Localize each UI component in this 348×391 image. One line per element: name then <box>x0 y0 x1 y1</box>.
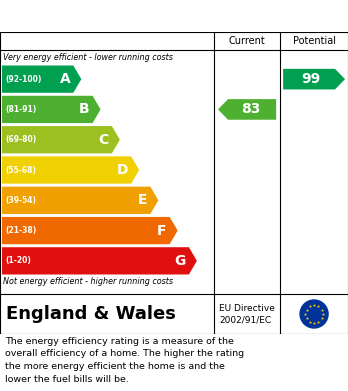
Text: England & Wales: England & Wales <box>6 305 176 323</box>
Text: (1-20): (1-20) <box>5 256 31 265</box>
Polygon shape <box>218 99 276 120</box>
Circle shape <box>300 300 328 328</box>
Polygon shape <box>2 187 158 214</box>
Text: Potential: Potential <box>293 36 335 46</box>
Text: The energy efficiency rating is a measure of the
overall efficiency of a home. T: The energy efficiency rating is a measur… <box>5 337 244 384</box>
Text: (92-100): (92-100) <box>5 75 41 84</box>
Text: EU Directive
2002/91/EC: EU Directive 2002/91/EC <box>219 303 275 325</box>
Polygon shape <box>283 69 345 90</box>
Text: Energy Efficiency Rating: Energy Efficiency Rating <box>10 9 213 23</box>
Text: (81-91): (81-91) <box>5 105 36 114</box>
Text: C: C <box>98 133 109 147</box>
Text: (21-38): (21-38) <box>5 226 36 235</box>
Text: A: A <box>60 72 70 86</box>
Text: E: E <box>138 193 147 207</box>
Text: Very energy efficient - lower running costs: Very energy efficient - lower running co… <box>3 53 173 62</box>
Polygon shape <box>2 96 101 123</box>
Text: Not energy efficient - higher running costs: Not energy efficient - higher running co… <box>3 277 173 286</box>
Text: D: D <box>117 163 128 177</box>
Text: (55-68): (55-68) <box>5 165 36 174</box>
Text: G: G <box>175 254 186 268</box>
Polygon shape <box>2 247 197 274</box>
Text: F: F <box>157 224 167 238</box>
Polygon shape <box>2 66 81 93</box>
Text: (39-54): (39-54) <box>5 196 36 205</box>
Text: B: B <box>79 102 89 117</box>
Text: 83: 83 <box>242 102 261 117</box>
Text: Current: Current <box>229 36 266 46</box>
Polygon shape <box>2 156 139 184</box>
Text: 99: 99 <box>301 72 321 86</box>
Text: (69-80): (69-80) <box>5 135 36 144</box>
Polygon shape <box>2 217 177 244</box>
Polygon shape <box>2 126 120 153</box>
